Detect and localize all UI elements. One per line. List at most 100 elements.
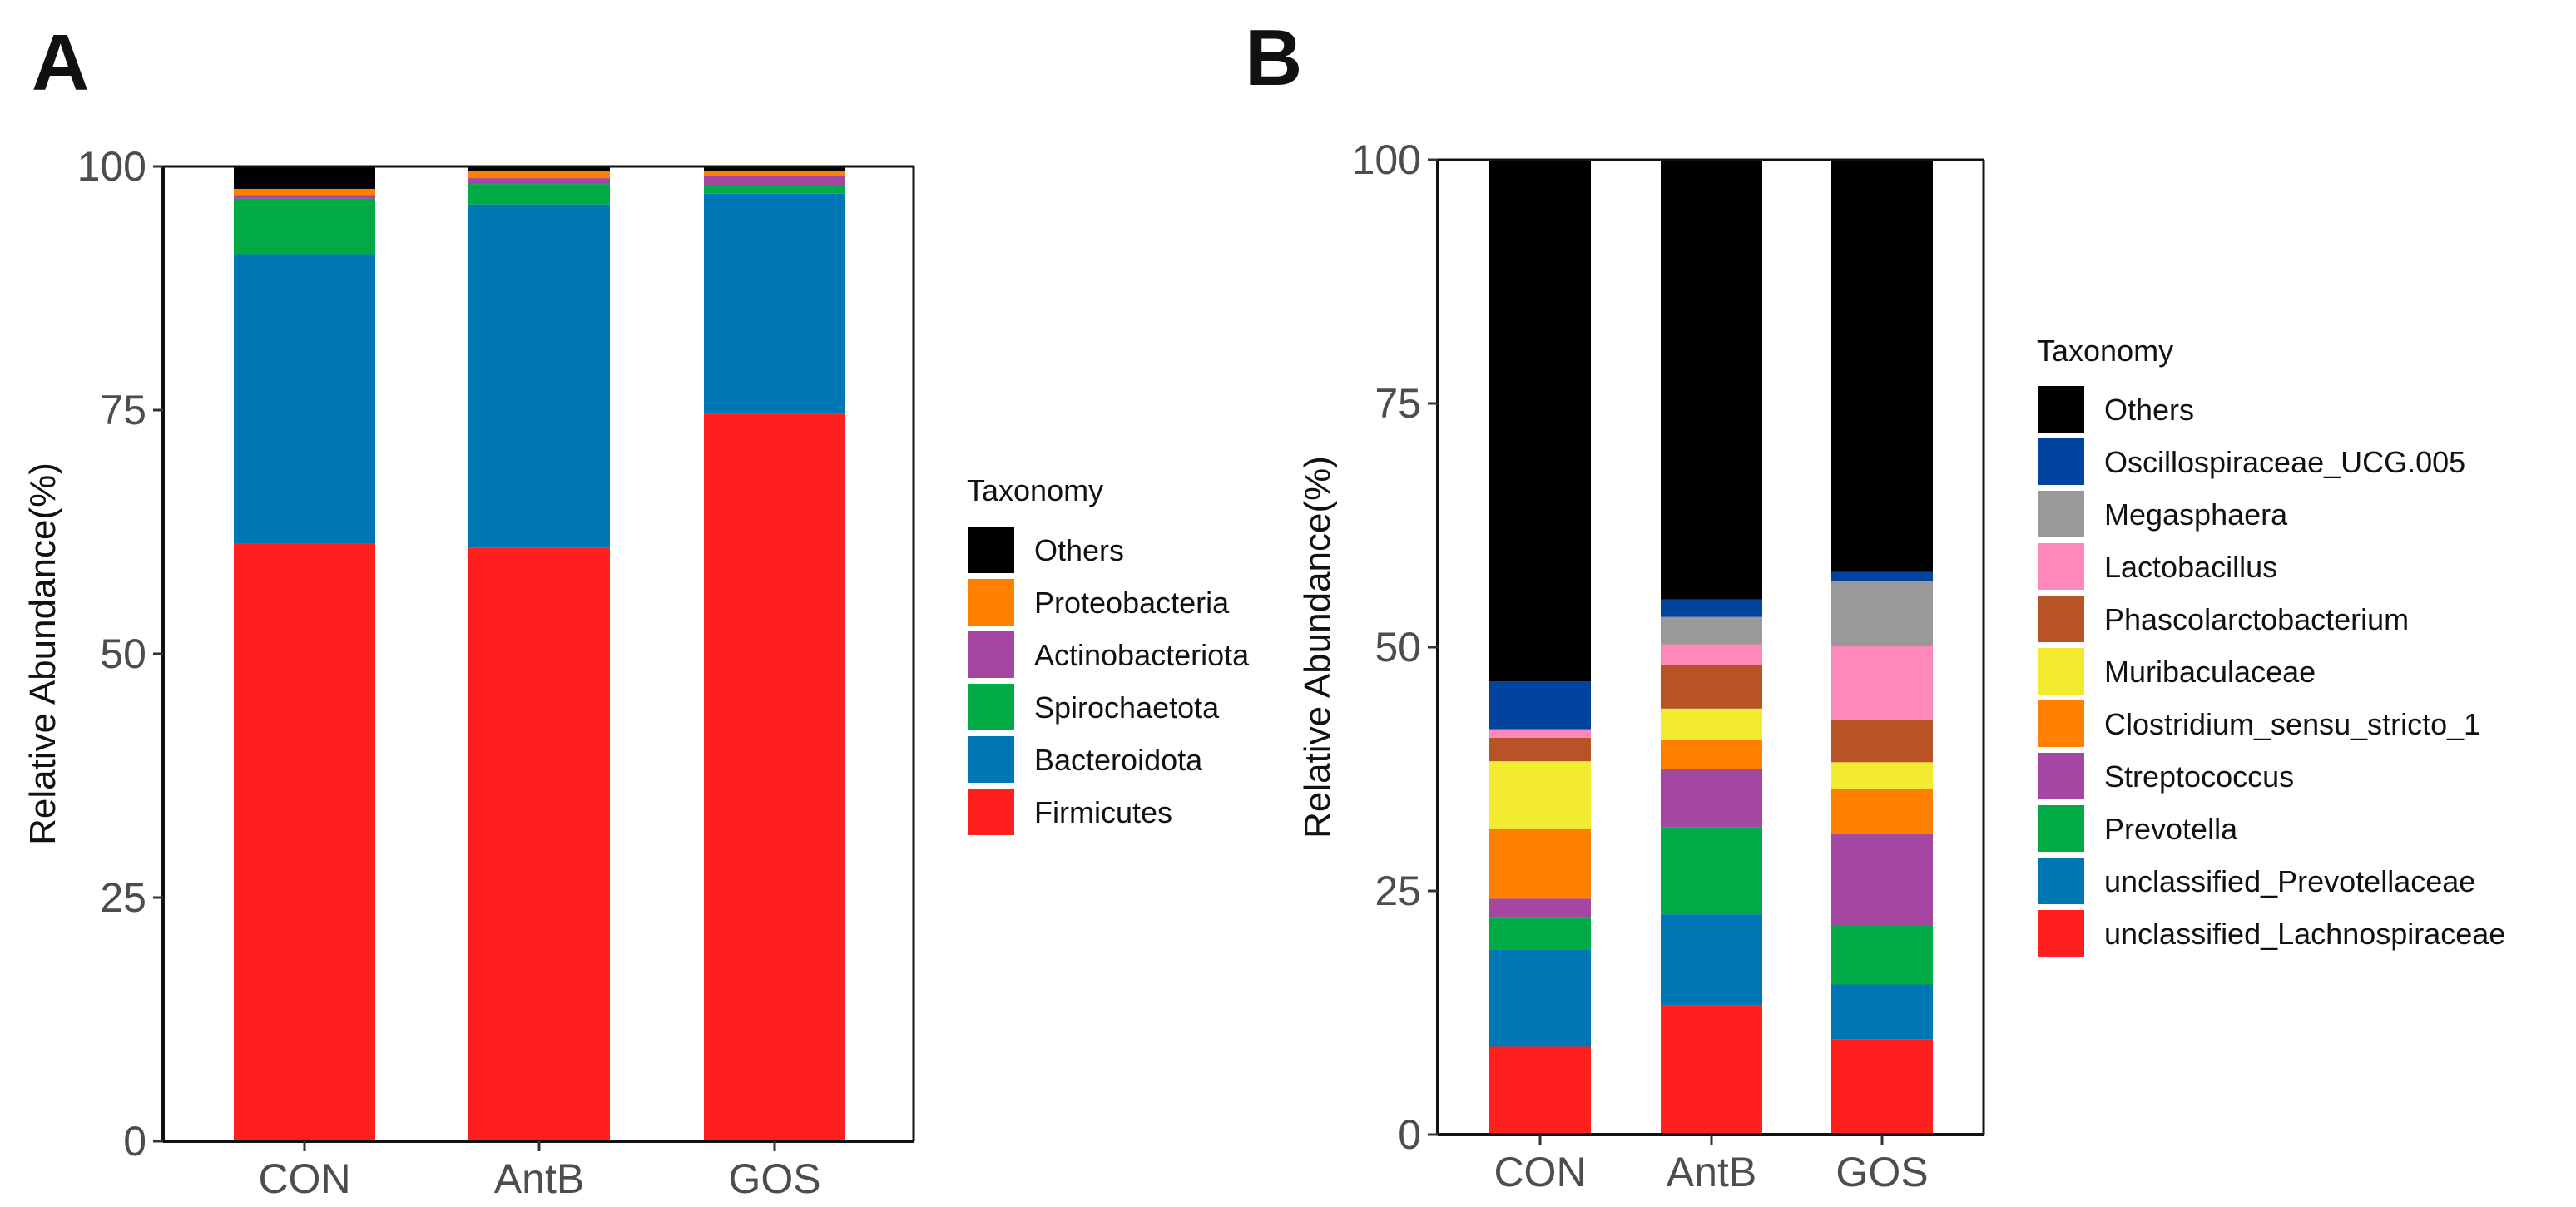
panel-b-legend-title: Taxonomy <box>2037 334 2173 368</box>
panel-a-legend-label-firmicutes: Firmicutes <box>1034 795 1172 829</box>
panel-letter-b: B <box>1245 13 1302 102</box>
panel-a-bar-con-proteobacteria <box>234 188 375 196</box>
panel-a-x-tick-label-gos: GOS <box>728 1155 820 1202</box>
panel-a-legend-label-others: Others <box>1034 533 1124 567</box>
panel-a-bar-con-firmicutes <box>234 543 375 1141</box>
panel-a-bar-antb-actinobacteriota <box>468 178 610 185</box>
panel-a-legend-swatch-actinobacteriota <box>966 630 1016 680</box>
panel-b-bar-antb-oscillospiraceae-ucg-005 <box>1661 599 1762 617</box>
panel-b-legend-label-oscillospiraceae-ucg-005: Oscillospiraceae_UCG.005 <box>2104 445 2465 479</box>
panel-b-legend-label-unclassified-lachnospiraceae: unclassified_Lachnospiraceae <box>2104 917 2505 951</box>
panel-b-legend-label-streptococcus: Streptococcus <box>2104 759 2294 794</box>
panel-a-legend-swatch-proteobacteria <box>966 577 1016 627</box>
panel-b-bar-con-phascolarctobacterium <box>1489 737 1591 762</box>
panel-b-bar-antb-phascolarctobacterium <box>1661 665 1762 709</box>
panel-b-chart: 0 25 50 75 100 CON AntB GOS Relative Abundance(%… <box>1297 136 2505 1195</box>
panel-b-bar-con-megasphaera <box>1489 729 1591 730</box>
panel-a-bar-antb-others <box>468 166 610 171</box>
panel-a-legend-swatch-bacteroidota <box>966 735 1016 784</box>
panel-b-bar-antb-streptococcus <box>1661 769 1762 828</box>
panel-b-bar-antb-others <box>1661 160 1762 600</box>
panel-a-bar-antb-firmicutes <box>468 547 610 1141</box>
panel-a-legend-swatch-others <box>966 525 1016 575</box>
panel-b-bar-con-unclassified-prevotellaceae <box>1489 949 1591 1047</box>
panel-b-bar-antb-megasphaera <box>1661 616 1762 645</box>
panel-b-bar-antb-unclassified-prevotellaceae <box>1661 914 1762 1006</box>
panel-b-legend-swatch-lactobacillus <box>2036 542 2086 591</box>
panel-a-bar-gos-proteobacteria <box>704 171 845 176</box>
panel-b-legend-swatch-others <box>2036 384 2086 434</box>
panel-a-chart: 0 25 50 75 100 CON AntB GOS Relative Abundance(%… <box>22 143 1250 1202</box>
panel-b-legend-swatch-streptococcus <box>2036 751 2086 801</box>
panel-b-bar-con-unclassified-lachnospiraceae <box>1489 1046 1591 1135</box>
panel-b-x-tick-label-antb: AntB <box>1667 1149 1756 1195</box>
panel-a-x-tick-label-antb: AntB <box>494 1155 584 1202</box>
panel-a-y-axis-title: Relative Abundance(%) <box>22 463 63 845</box>
panel-a-bar-gos-spirochaetota <box>704 186 845 194</box>
panel-b-legend-label-prevotella: Prevotella <box>2104 812 2238 846</box>
panel-a-y-tick-label-0: 0 <box>123 1118 146 1165</box>
panel-b-y-tick-label-100: 100 <box>1352 136 1421 183</box>
panel-a-bar-gos-others <box>704 166 845 171</box>
panel-a-y-tick-label-75: 75 <box>100 387 146 433</box>
panel-b-bar-gos-streptococcus <box>1831 834 1933 926</box>
panel-b-y-axis-title: Relative Abundance(%) <box>1297 456 1338 838</box>
panel-b-bar-con-prevotella <box>1489 917 1591 950</box>
panel-b-bar-con-others <box>1489 160 1591 682</box>
panel-b-legend-swatch-muribaculaceae <box>2036 646 2086 696</box>
panel-b-legend-swatch-unclassified-lachnospiraceae <box>2036 908 2086 958</box>
panel-b-x-tick-label-gos: GOS <box>1835 1149 1928 1195</box>
panel-b-bar-con-clostridium-sensu-stricto-1 <box>1489 828 1591 899</box>
panel-b-bar-gos-oscillospiraceae-ucg-005 <box>1831 571 1933 581</box>
panel-b-legend-label-phascolarctobacterium: Phascolarctobacterium <box>2104 602 2409 636</box>
panel-b-bar-gos-lactobacillus <box>1831 646 1933 720</box>
panel-b-bar-gos-prevotella <box>1831 925 1933 985</box>
panel-a-bar-con-bacteroidota <box>234 254 375 544</box>
panel-a-bar-gos-firmicutes <box>704 413 845 1141</box>
panel-b-bar-con-muribaculaceae <box>1489 761 1591 829</box>
panel-b-bar-antb-unclassified-lachnospiraceae <box>1661 1005 1762 1135</box>
panel-b-legend-swatch-unclassified-prevotellaceae <box>2036 856 2086 906</box>
panel-b-legend-swatch-phascolarctobacterium <box>2036 594 2086 644</box>
panel-a-bar-con-others <box>234 166 375 189</box>
panel-a-x-tick-label-con: CON <box>258 1155 350 1202</box>
panel-b-legend-label-unclassified-prevotellaceae: unclassified_Prevotellaceae <box>2104 864 2475 898</box>
panel-b-bar-gos-unclassified-prevotellaceae <box>1831 984 1933 1040</box>
panel-b-bar-gos-megasphaera <box>1831 581 1933 646</box>
panel-b-legend-label-muribaculaceae: Muribaculaceae <box>2104 655 2316 689</box>
panel-b-bar-gos-clostridium-sensu-stricto-1 <box>1831 788 1933 835</box>
panel-b-legend-swatch-clostridium-sensu-stricto-1 <box>2036 699 2086 749</box>
panel-b-bar-antb-muribaculaceae <box>1661 708 1762 740</box>
panel-b-legend-label-lactobacillus: Lactobacillus <box>2104 550 2277 584</box>
panel-a-legend-label-actinobacteriota: Actinobacteriota <box>1034 638 1250 672</box>
panel-b-legend-swatch-prevotella <box>2036 804 2086 853</box>
panel-a-bar-antb-spirochaetota <box>468 184 610 205</box>
panel-a-bar-antb-proteobacteria <box>468 171 610 179</box>
panel-a-legend-swatch-firmicutes <box>966 787 1016 837</box>
panel-a-bar-antb-bacteroidota <box>468 204 610 548</box>
panel-b-bar-gos-others <box>1831 160 1933 572</box>
panel-a-y-tick-label-50: 50 <box>100 631 146 677</box>
panel-b-legend-label-others: Others <box>2104 393 2194 427</box>
panel-a-y-tick-label-100: 100 <box>77 143 146 190</box>
panel-a-bar-gos-actinobacteriota <box>704 176 845 186</box>
panel-b-bar-gos-muribaculaceae <box>1831 762 1933 789</box>
panel-b-legend-label-clostridium-sensu-stricto-1: Clostridium_sensu_stricto_1 <box>2104 707 2480 741</box>
panel-b-legend-swatch-oscillospiraceae-ucg-005 <box>2036 437 2086 487</box>
panel-b-y-tick-label-25: 25 <box>1375 868 1421 914</box>
panel-b-bar-antb-clostridium-sensu-stricto-1 <box>1661 740 1762 769</box>
panel-b-bar-antb-prevotella <box>1661 827 1762 915</box>
panel-a-legend-swatch-spirochaetota <box>966 682 1016 732</box>
panel-a-bar-con-actinobacteriota <box>234 195 375 199</box>
panel-a-legend-label-spirochaetota: Spirochaetota <box>1034 690 1220 725</box>
panel-a-bar-con-spirochaetota <box>234 198 375 255</box>
panel-b-bar-gos-phascolarctobacterium <box>1831 720 1933 763</box>
panel-b-y-tick-label-50: 50 <box>1375 624 1421 670</box>
panel-b-y-tick-label-0: 0 <box>1398 1111 1421 1158</box>
panel-b-bar-con-lactobacillus <box>1489 730 1591 738</box>
panel-b-legend-swatch-megasphaera <box>2036 489 2086 539</box>
panel-b-x-tick-label-con: CON <box>1494 1149 1586 1195</box>
panel-b-bar-gos-unclassified-lachnospiraceae <box>1831 1039 1933 1135</box>
panel-a-legend-title: Taxonomy <box>967 473 1103 507</box>
